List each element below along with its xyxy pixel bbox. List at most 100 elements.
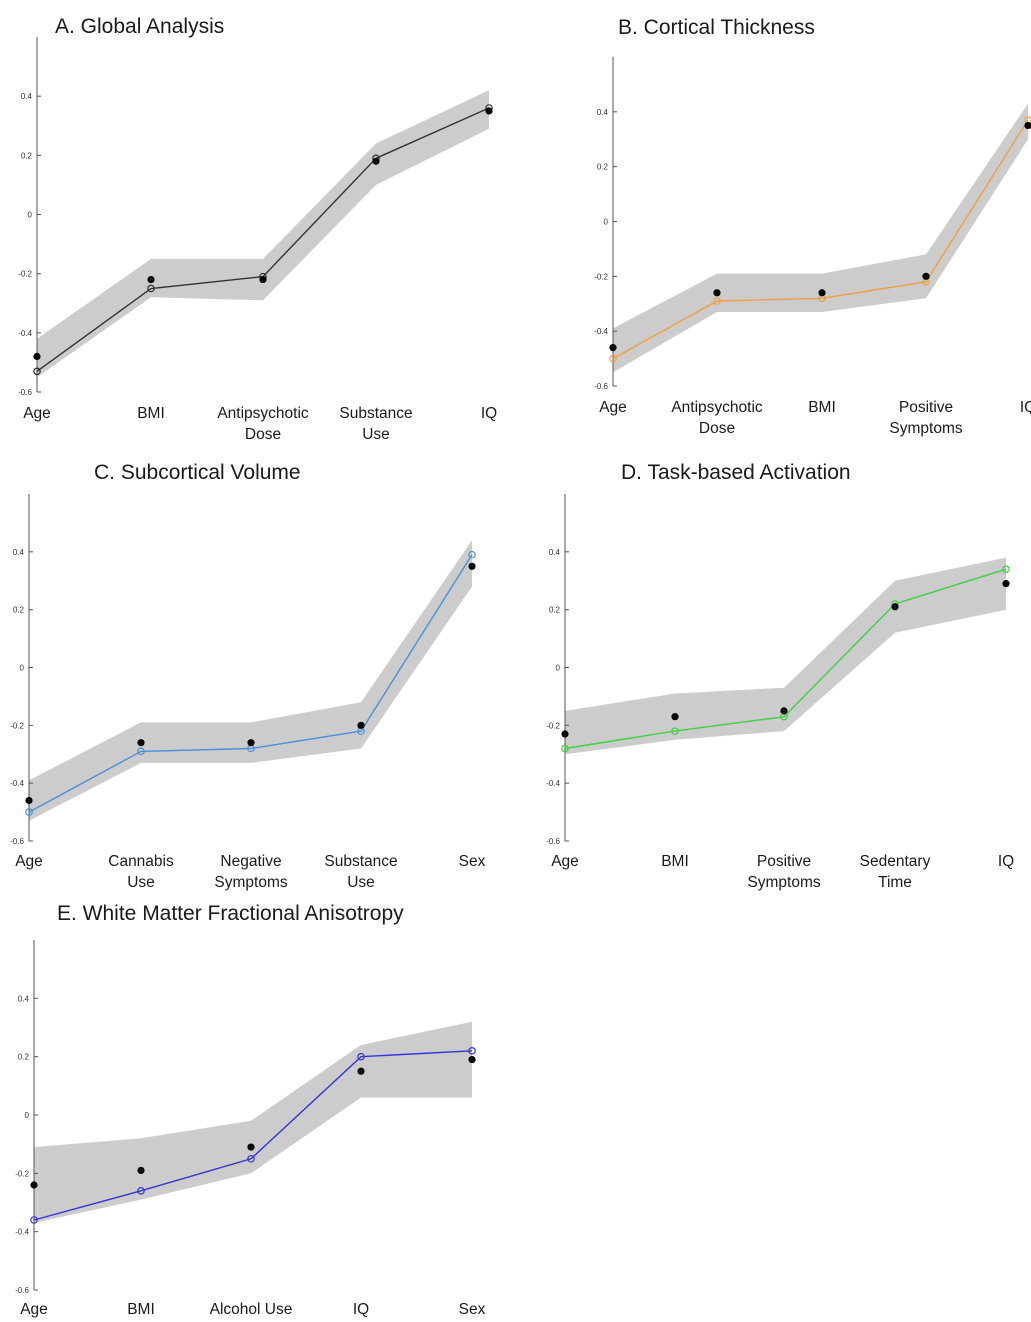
y-tick-label: 0.2 [13, 606, 25, 615]
panel-title: C. Subcortical Volume [94, 461, 301, 484]
observed-point [25, 796, 33, 805]
panel-title: B. Cortical Thickness [618, 16, 815, 39]
confidence-band [29, 540, 472, 821]
y-tick-label: -0.4 [594, 327, 608, 336]
y-tick-label: -0.6 [546, 837, 560, 846]
y-tick-label: -0.4 [546, 779, 560, 788]
observed-point [671, 713, 679, 721]
x-tick-label: IQ [481, 405, 497, 422]
y-tick-label: -0.2 [15, 1169, 29, 1178]
line-marker [357, 1052, 365, 1061]
line-marker [147, 284, 155, 293]
observed-point [247, 739, 255, 747]
y-tick-label: 0.4 [597, 108, 609, 117]
x-tick-label: BMI [127, 1301, 155, 1318]
observed-point [922, 272, 930, 280]
x-tick-label: BMI [808, 399, 836, 416]
observed-point [147, 275, 155, 284]
line-marker [671, 727, 679, 735]
panel-a: A. Global Analysis -0.6 -0.4 -0.2 0 0.2 0.4 Age… [18, 15, 497, 443]
x-tick-label: Positive Symptoms [889, 399, 962, 437]
x-tick-label: Age [20, 1301, 48, 1318]
panel-e: E. White Matter Fractional Anisotropy -0.… [15, 902, 485, 1318]
x-tick-label: IQ [353, 1301, 369, 1318]
observed-point [485, 107, 493, 115]
confidence-band [565, 557, 1006, 755]
x-tick-label: Substance Use [339, 405, 412, 443]
observed-point [818, 289, 826, 297]
y-tick-label: 0.4 [21, 92, 33, 101]
confidence-band [37, 90, 489, 378]
y-tick-label: 0 [20, 664, 25, 673]
line-marker [247, 1154, 255, 1163]
panel-b: B. Cortical Thickness -0.6 -0.4 -0.2 0 0.2 0.4… [594, 16, 1031, 437]
line-marker [137, 1187, 145, 1195]
observed-point [1002, 580, 1010, 588]
observed-point [1024, 121, 1031, 130]
observed-point [468, 562, 476, 570]
y-tick-label: 0.4 [549, 548, 561, 557]
observed-point [713, 289, 721, 297]
panel-title: A. Global Analysis [55, 15, 224, 38]
series-line [33, 1050, 473, 1221]
observed-point [247, 1143, 255, 1151]
x-tick-label: Alcohol Use [210, 1301, 293, 1318]
y-tick-label: -0.2 [594, 272, 608, 281]
y-tick-label: 0 [556, 664, 561, 673]
line-marker [137, 747, 145, 756]
series-line [612, 119, 1029, 360]
y-tick-label: -0.2 [18, 270, 32, 279]
x-tick-label: Negative Symptoms [214, 853, 287, 891]
y-tick-label: -0.2 [10, 721, 24, 730]
observed-point [259, 275, 267, 284]
y-tick-label: 0.2 [18, 1053, 30, 1062]
observed-point [372, 157, 380, 165]
panel-title: D. Task-based Activation [621, 461, 851, 484]
panel-title: E. White Matter Fractional Anisotropy [57, 902, 404, 925]
x-tick-label: BMI [661, 853, 689, 870]
panel-d: D. Task-based Activation -0.6 -0.4 -0.2 0 0.2… [546, 461, 1014, 891]
line-marker [561, 744, 569, 753]
y-tick-label: 0.2 [21, 151, 33, 160]
line-marker [713, 297, 721, 305]
x-tick-label: Substance Use [324, 853, 397, 891]
line-marker [609, 354, 617, 363]
y-tick-label: -0.4 [18, 329, 32, 338]
y-tick-label: 0.2 [597, 163, 609, 172]
observed-point [33, 352, 41, 361]
observed-point [357, 721, 365, 729]
y-tick-label: 0 [604, 218, 609, 227]
y-tick-label: -0.6 [15, 1286, 29, 1295]
y-tick-label: 0.2 [549, 606, 561, 615]
line-marker [30, 1216, 38, 1224]
y-tick-label: 0 [25, 1111, 30, 1120]
x-tick-label: BMI [137, 405, 165, 422]
y-tick-label: 0.4 [18, 994, 30, 1003]
series-line [564, 568, 1007, 750]
x-tick-label: Antipsychotic Dose [217, 405, 309, 443]
line-marker [468, 1047, 476, 1055]
x-tick-label: Positive Symptoms [747, 853, 820, 891]
series-line [28, 554, 473, 813]
observed-point [891, 603, 899, 611]
observed-point [609, 344, 617, 352]
y-tick-label: -0.6 [594, 382, 608, 391]
x-tick-label: IQ [1020, 399, 1031, 416]
x-tick-label: Age [23, 405, 51, 422]
line-marker [33, 367, 41, 376]
x-tick-label: Sex [459, 1301, 486, 1318]
line-marker [1002, 565, 1010, 573]
y-tick-label: -0.2 [546, 721, 560, 730]
x-tick-label: IQ [998, 853, 1014, 870]
y-tick-label: 0.4 [13, 548, 25, 557]
y-tick-label: -0.4 [15, 1228, 29, 1237]
y-tick-label: -0.6 [18, 388, 32, 397]
observed-point [137, 739, 145, 747]
panel-c: C. Subcortical Volume -0.6 -0.4 -0.2 0 0.2 0.4… [10, 461, 485, 891]
x-tick-label: Cannabis Use [108, 853, 174, 891]
observed-point [780, 707, 788, 715]
observed-point [561, 730, 569, 738]
x-tick-label: Sedentary Time [860, 853, 931, 891]
y-tick-label: 0 [28, 211, 33, 220]
